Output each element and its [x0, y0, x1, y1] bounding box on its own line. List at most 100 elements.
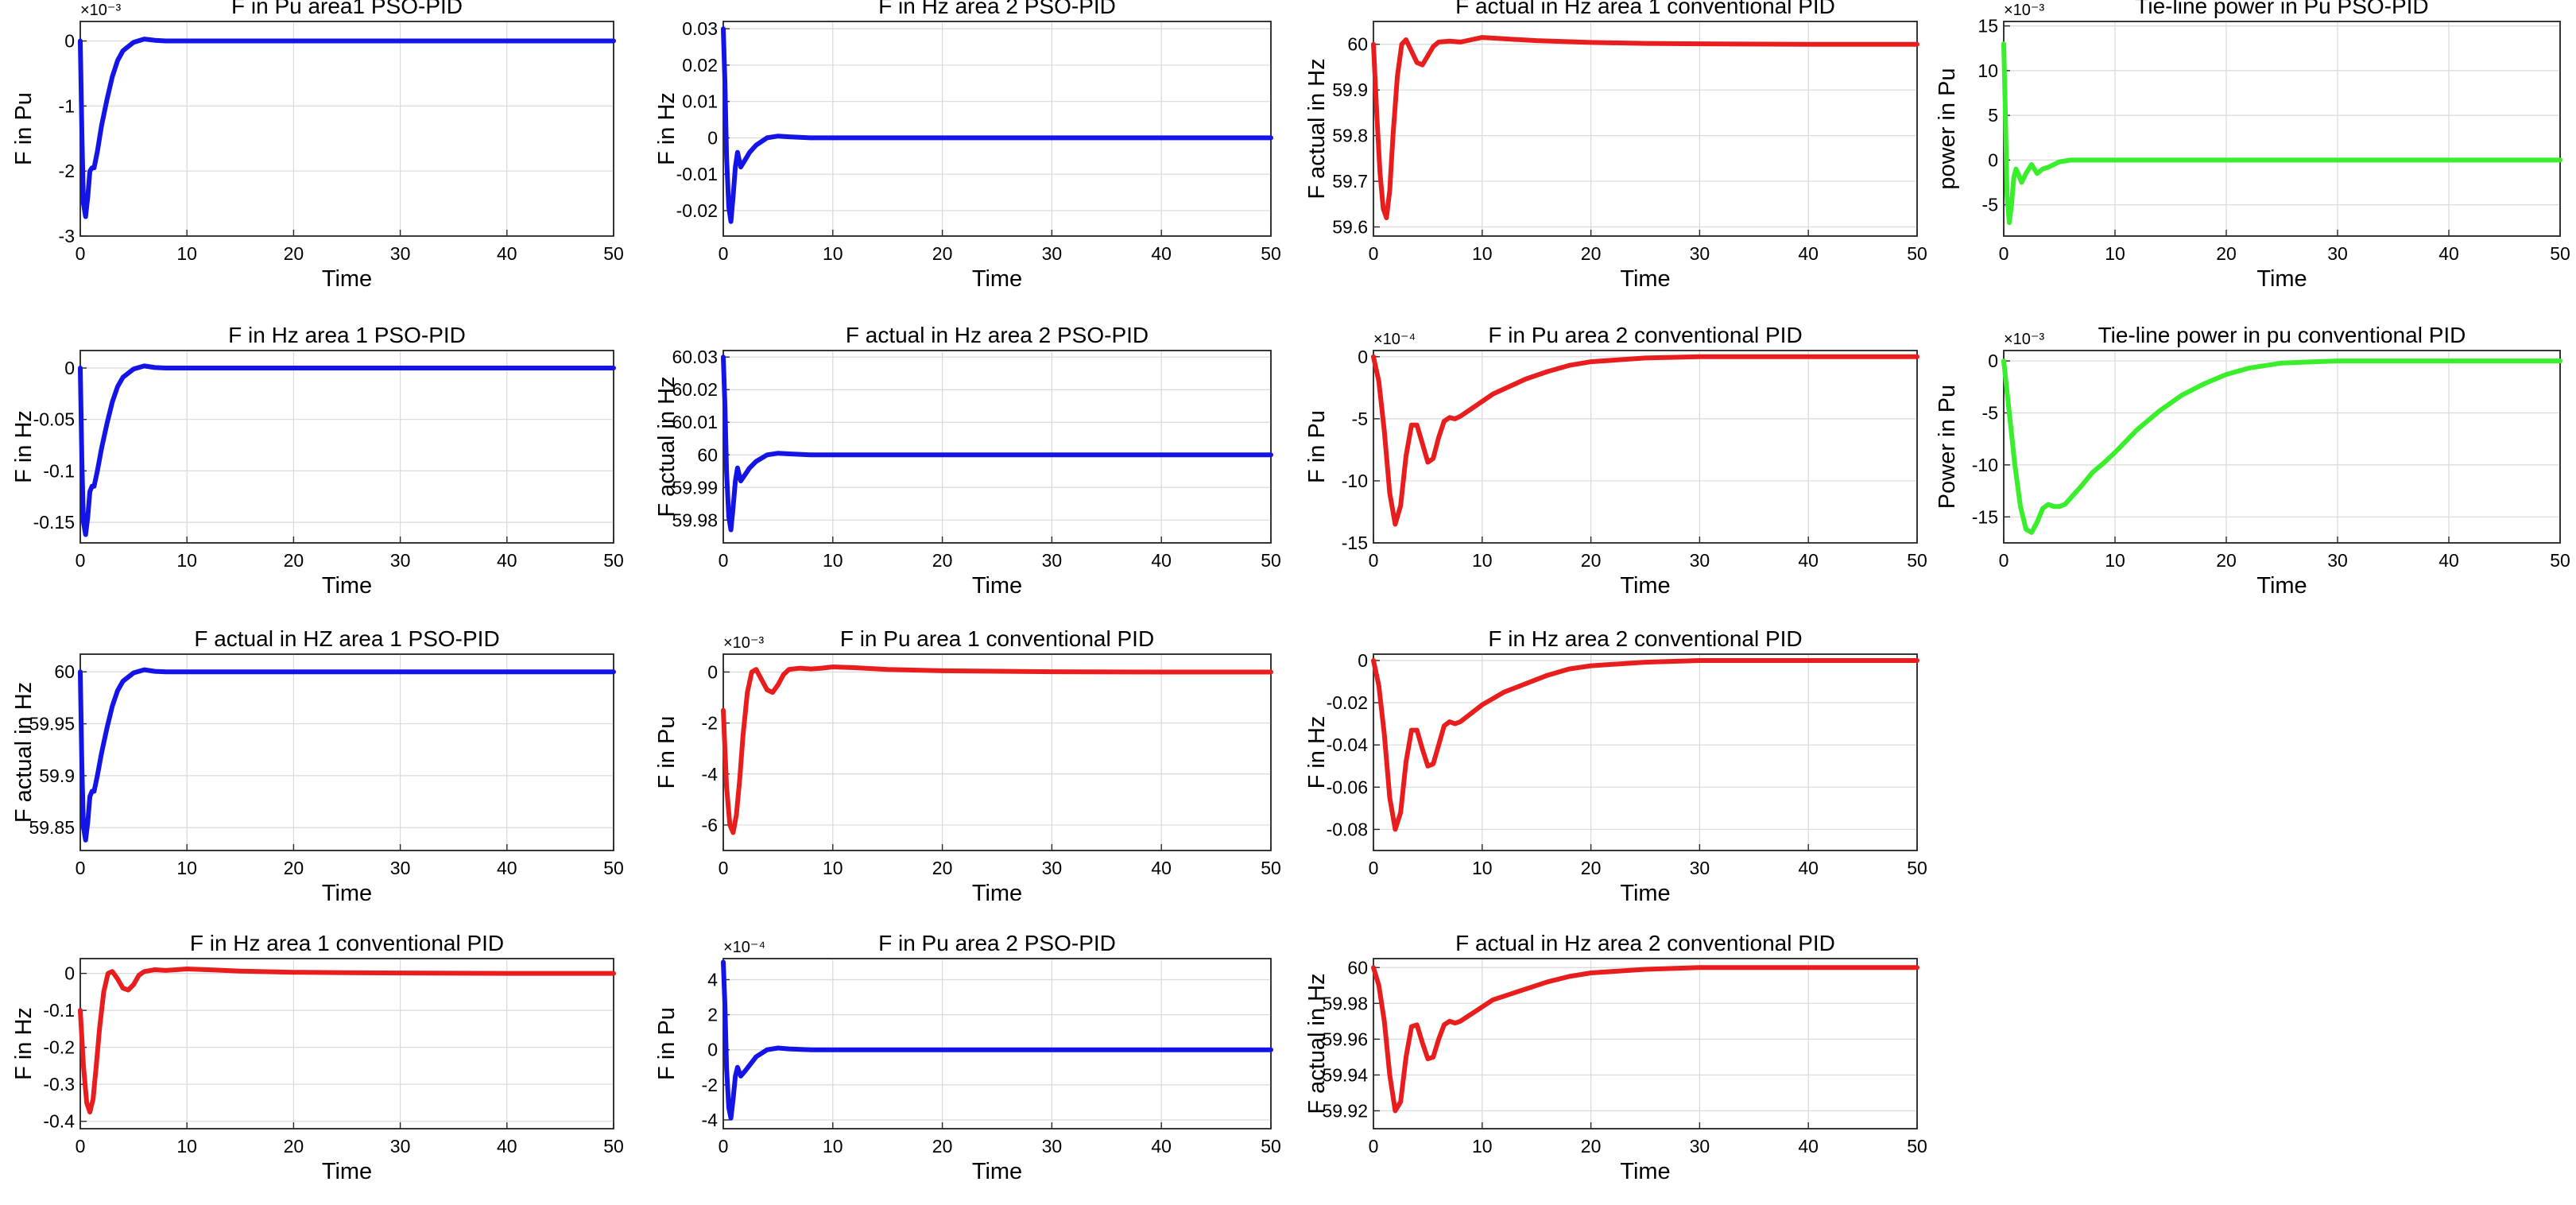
- x-tick-label: 30: [1042, 1136, 1063, 1157]
- x-tick-label: 30: [390, 1136, 411, 1157]
- x-tick-label: 10: [823, 550, 843, 571]
- plot-title: F in Hz area 2 PSO-PID: [878, 0, 1116, 18]
- x-axis-label: Time: [1620, 573, 1670, 599]
- axis-exponent: ×10⁻⁴: [723, 939, 765, 956]
- y-tick-label: -5: [1352, 409, 1368, 429]
- x-axis-label: Time: [322, 266, 372, 292]
- series-line: [78, 667, 616, 843]
- y-tick-label: 60.02: [672, 379, 718, 400]
- x-tick-label: 0: [1369, 550, 1379, 571]
- x-axis-label: Time: [2256, 573, 2307, 599]
- y-tick-label: -6: [702, 815, 718, 835]
- y-axis-label: F actual in Hz: [654, 376, 680, 517]
- y-tick-label: -0.1: [43, 460, 75, 481]
- x-tick-label: 50: [1261, 550, 1281, 571]
- axis-exponent: ×10⁻³: [2004, 2, 2044, 19]
- x-tick-label: 0: [76, 550, 86, 571]
- y-tick-label: 15: [1978, 16, 1998, 37]
- y-tick-label: 59.9: [1332, 79, 1368, 100]
- plot-area: [1373, 350, 1918, 544]
- plot-area: [1373, 21, 1918, 237]
- x-tick-label: 40: [497, 1136, 517, 1157]
- x-tick-label: 0: [76, 243, 86, 264]
- series-line: [1371, 354, 1919, 527]
- y-axis-label: F actual in Hz: [1304, 973, 1330, 1114]
- y-axis-label: F actual in Hz: [1304, 58, 1330, 199]
- plot-title: F in Pu area 2 PSO-PID: [878, 931, 1116, 955]
- y-axis-label: F in Hz: [1304, 716, 1330, 789]
- x-tick-label: 0: [719, 858, 729, 878]
- y-tick-label: -4: [702, 764, 719, 785]
- x-tick-label: 0: [76, 1136, 86, 1157]
- axis-exponent: ×10⁻³: [2004, 331, 2044, 348]
- x-tick-label: 30: [1690, 858, 1710, 878]
- y-axis-label: power in Pu: [1935, 68, 1960, 189]
- axis-exponent: ×10⁻³: [723, 634, 764, 652]
- plot-title: F in Pu area 2 conventional PID: [1488, 323, 1802, 347]
- x-axis-label: Time: [972, 881, 1022, 906]
- plot-area: [79, 958, 614, 1129]
- x-tick-label: 30: [1690, 243, 1710, 264]
- x-tick-label: 40: [497, 550, 517, 571]
- y-tick-label: -2: [702, 1075, 718, 1095]
- x-tick-label: 10: [176, 550, 197, 571]
- x-axis-label: Time: [1620, 1159, 1670, 1184]
- plot-area: [79, 350, 614, 544]
- y-tick-label: -0.2: [43, 1037, 75, 1058]
- plot-p6: 0 10 20 30 40 5060.0360.0260.016059.9959.98F …: [654, 323, 1281, 599]
- y-tick-label: 59.6: [1332, 217, 1368, 238]
- x-tick-label: 20: [2216, 243, 2237, 264]
- series-line: [721, 26, 1273, 224]
- y-tick-label: 59.9: [39, 765, 75, 786]
- y-tick-label: 0: [707, 127, 718, 148]
- y-tick-label: -0.08: [1327, 819, 1368, 839]
- plot-title: F in Hz area 2 conventional PID: [1488, 626, 1802, 651]
- series-line: [721, 355, 1273, 533]
- y-tick-label: 2: [707, 1005, 718, 1025]
- x-tick-label: 40: [1798, 1136, 1819, 1157]
- y-tick-label: -5: [1982, 195, 1998, 215]
- plot-title: Tie-line power in Pu PSO-PID: [2135, 0, 2428, 18]
- y-tick-label: 0: [1358, 347, 1368, 367]
- x-tick-label: 10: [2105, 550, 2125, 571]
- y-axis-label: F in Hz: [11, 410, 37, 483]
- y-tick-label: 10: [1978, 60, 1998, 81]
- x-tick-label: 30: [2327, 243, 2348, 264]
- series-line: [1371, 35, 1919, 220]
- y-axis-label: F in Pu: [11, 92, 37, 165]
- x-axis-label: Time: [972, 1159, 1022, 1184]
- x-axis-label: Time: [972, 266, 1022, 292]
- series-line: [1371, 658, 1919, 832]
- x-tick-label: 20: [932, 550, 953, 571]
- x-tick-label: 30: [390, 243, 411, 264]
- x-tick-label: 50: [603, 243, 624, 264]
- plot-title: F in Hz area 1 PSO-PID: [228, 323, 466, 347]
- x-tick-label: 50: [603, 1136, 624, 1157]
- y-tick-label: 60.03: [672, 347, 718, 367]
- x-tick-label: 30: [1042, 858, 1063, 878]
- plot-p2: 0 10 20 30 40 50 0.03 0.02 0.01 0 -0.01 -0.02 F in H…: [654, 0, 1281, 292]
- axes-box: [722, 350, 1272, 544]
- series-line: [78, 37, 616, 219]
- plot-area: [2003, 21, 2561, 237]
- y-tick-label: -2: [59, 161, 75, 181]
- axis-exponent: ×10⁻³: [80, 2, 121, 19]
- x-tick-label: 0: [1999, 550, 2009, 571]
- x-tick-label: 10: [823, 858, 843, 878]
- plot-p10: 0 10 20 30 40 50 0 -2 -4 -6 F in Pu area 1 convent…: [654, 626, 1281, 906]
- x-tick-label: 10: [1472, 550, 1493, 571]
- x-tick-label: 10: [1472, 243, 1493, 264]
- series-line: [2001, 358, 2562, 535]
- x-axis-label: Time: [2256, 266, 2307, 292]
- x-tick-label: 40: [1151, 243, 1172, 264]
- series-line: [721, 664, 1273, 835]
- x-tick-label: 50: [1907, 1136, 1927, 1157]
- x-tick-label: 50: [1907, 550, 1927, 571]
- y-tick-label: 59.98: [1322, 993, 1368, 1013]
- x-axis-label: Time: [322, 881, 372, 906]
- plot-title: F actual in HZ area 1 PSO-PID: [194, 626, 499, 651]
- y-axis-label: F in Pu: [1304, 410, 1330, 483]
- plot-area: [79, 21, 614, 237]
